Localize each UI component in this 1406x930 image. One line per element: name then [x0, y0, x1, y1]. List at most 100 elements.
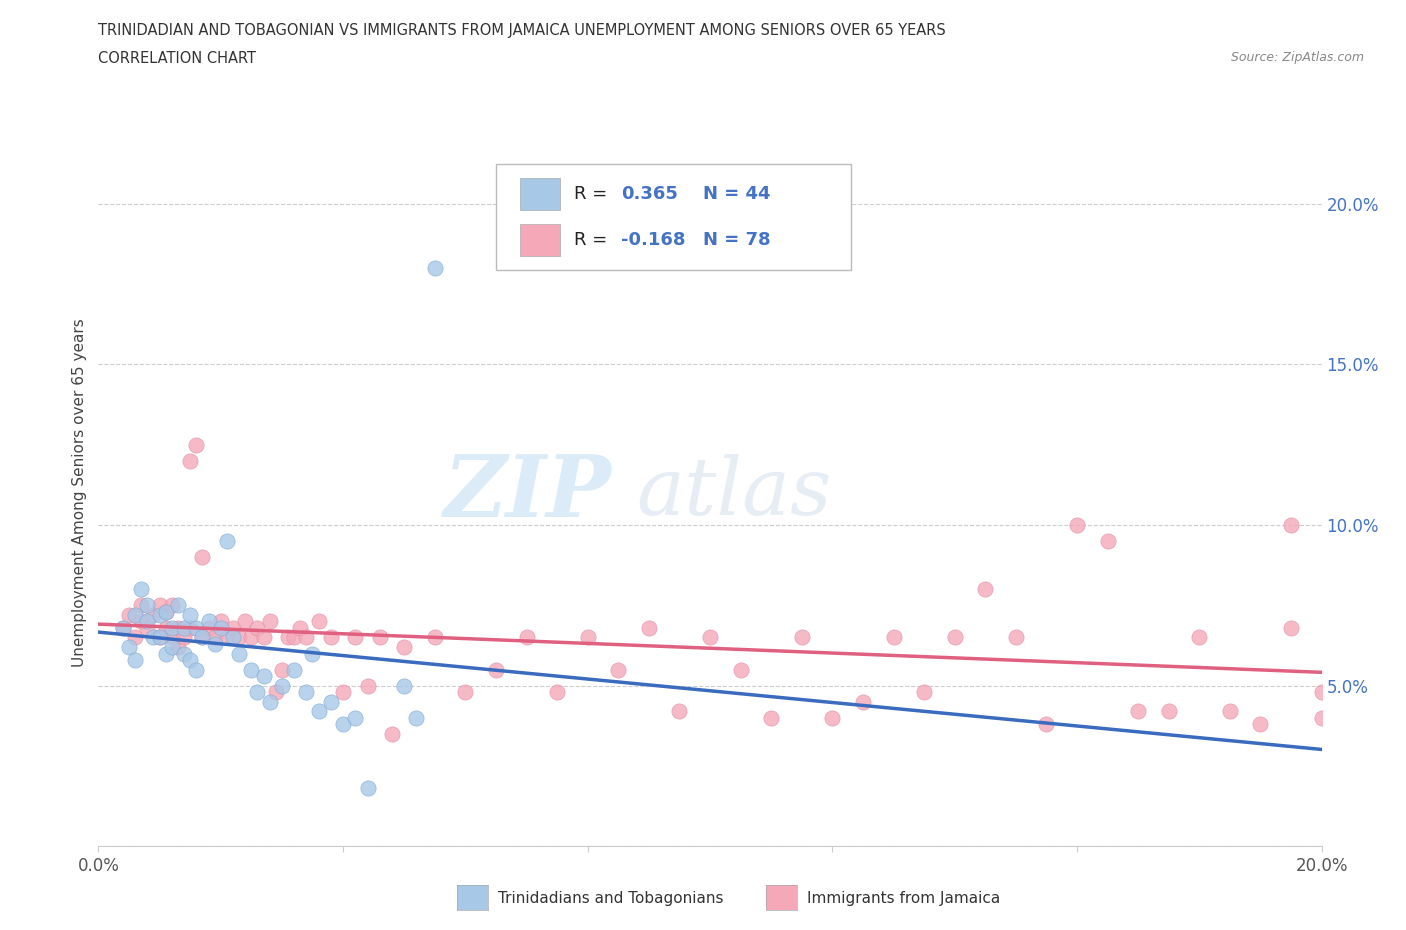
Point: [637, 620, 661, 635]
Point: [344, 711, 367, 725]
Point: [1097, 534, 1119, 549]
Point: [173, 630, 195, 644]
Point: [149, 630, 172, 644]
Point: [167, 620, 190, 635]
Point: [124, 630, 146, 644]
Point: [546, 684, 568, 699]
Point: [1279, 620, 1302, 635]
Point: [191, 630, 214, 644]
Point: [259, 695, 281, 710]
Point: [222, 620, 245, 635]
Point: [759, 711, 782, 725]
Point: [246, 684, 269, 699]
Point: [129, 598, 152, 613]
Point: [118, 607, 141, 622]
Point: [699, 630, 721, 644]
Point: [215, 534, 238, 549]
Point: [1128, 704, 1150, 719]
Point: [124, 653, 146, 668]
Point: [1004, 630, 1026, 644]
Point: [204, 636, 226, 651]
Point: [1066, 518, 1088, 533]
Point: [149, 607, 172, 622]
Point: [308, 704, 330, 719]
Point: [454, 684, 477, 699]
Point: [270, 662, 292, 677]
Text: R =: R =: [574, 185, 613, 204]
Point: [264, 684, 287, 699]
Point: [308, 614, 330, 629]
Point: [516, 630, 538, 644]
Point: [240, 662, 263, 677]
Point: [1310, 684, 1333, 699]
Point: [209, 614, 232, 629]
Point: [173, 620, 195, 635]
Point: [883, 630, 905, 644]
Point: [228, 646, 250, 661]
Point: [423, 630, 446, 644]
Point: [1157, 704, 1180, 719]
Point: [191, 550, 214, 565]
Point: [381, 726, 404, 741]
Point: [277, 630, 299, 644]
Point: [142, 630, 165, 644]
Point: [240, 630, 263, 644]
Point: [1219, 704, 1241, 719]
Text: N = 78: N = 78: [703, 232, 770, 249]
Point: [423, 260, 446, 275]
Y-axis label: Unemployment Among Seniors over 65 years: Unemployment Among Seniors over 65 years: [72, 319, 87, 668]
Point: [233, 614, 256, 629]
FancyBboxPatch shape: [520, 179, 560, 210]
Point: [912, 684, 935, 699]
Point: [1249, 717, 1271, 732]
Point: [179, 620, 201, 635]
Point: [943, 630, 966, 644]
Text: atlas: atlas: [637, 454, 832, 532]
Point: [246, 620, 269, 635]
Point: [1035, 717, 1057, 732]
Point: [142, 607, 165, 622]
Point: [222, 630, 245, 644]
Point: [167, 640, 190, 655]
Point: [167, 598, 190, 613]
Point: [136, 614, 159, 629]
Point: [129, 582, 152, 597]
Point: [179, 607, 201, 622]
Point: [821, 711, 844, 725]
Text: TRINIDADIAN AND TOBAGONIAN VS IMMIGRANTS FROM JAMAICA UNEMPLOYMENT AMONG SENIORS: TRINIDADIAN AND TOBAGONIAN VS IMMIGRANTS…: [98, 23, 946, 38]
Point: [283, 630, 305, 644]
Point: [668, 704, 690, 719]
Point: [215, 630, 238, 644]
Point: [1279, 518, 1302, 533]
Point: [319, 695, 342, 710]
Point: [392, 678, 416, 693]
Point: [295, 684, 318, 699]
Point: [332, 717, 354, 732]
Point: [160, 630, 183, 644]
Point: [1188, 630, 1211, 644]
Point: [197, 614, 219, 629]
Point: [179, 453, 201, 468]
Point: [204, 630, 226, 644]
Point: [160, 620, 183, 635]
Point: [155, 620, 177, 635]
Text: CORRELATION CHART: CORRELATION CHART: [98, 51, 256, 66]
Point: [191, 630, 214, 644]
Point: [179, 653, 201, 668]
Point: [790, 630, 813, 644]
FancyBboxPatch shape: [520, 224, 560, 256]
Point: [186, 662, 208, 677]
Text: ZIP: ZIP: [444, 451, 612, 535]
Point: [270, 678, 292, 693]
Point: [392, 640, 416, 655]
Text: Source: ZipAtlas.com: Source: ZipAtlas.com: [1230, 51, 1364, 64]
Point: [173, 646, 195, 661]
Point: [197, 620, 219, 635]
Point: [259, 614, 281, 629]
Point: [356, 678, 378, 693]
Text: N = 44: N = 44: [703, 185, 770, 204]
Point: [186, 620, 208, 635]
Point: [295, 630, 318, 644]
Point: [136, 598, 159, 613]
Text: -0.168: -0.168: [620, 232, 685, 249]
